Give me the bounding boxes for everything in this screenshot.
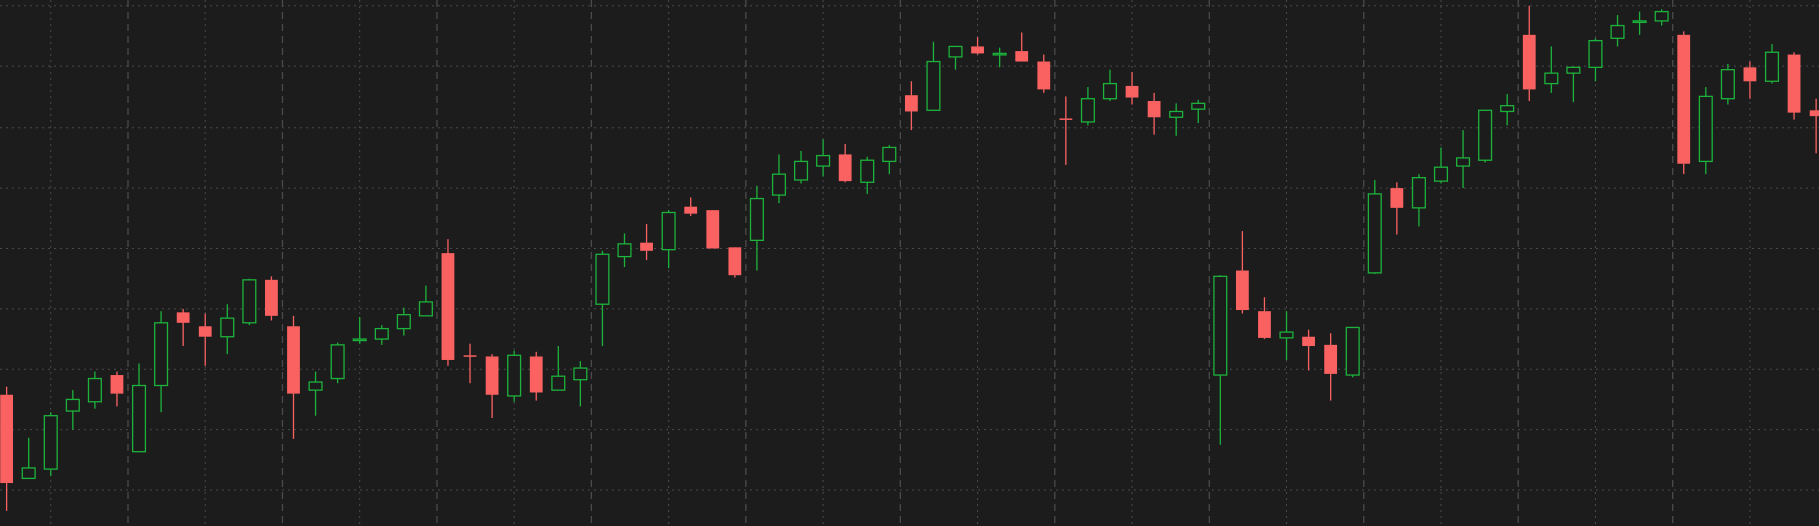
candle-body: [1037, 61, 1051, 90]
candle-body: [1743, 67, 1757, 82]
candle-body: [1345, 326, 1360, 376]
candle-body: [220, 317, 235, 338]
candle-body: [1610, 24, 1625, 39]
candle-body: [1169, 110, 1184, 118]
candle-body: [131, 384, 147, 453]
candle-body: [595, 253, 610, 305]
candle-body: [65, 398, 80, 412]
candle-body: [771, 173, 787, 196]
candle-body: [1456, 157, 1471, 167]
candle-body: [441, 253, 455, 360]
candle-body: [1500, 105, 1515, 113]
candle-body: [1478, 109, 1493, 161]
candle-body: [1544, 72, 1559, 85]
candle-body: [0, 394, 14, 484]
candle-body: [573, 367, 588, 381]
candle-body: [198, 326, 212, 337]
candle-body: [551, 375, 566, 391]
candle-body: [1191, 102, 1206, 110]
candle-body: [1698, 95, 1713, 163]
candle-body: [1302, 336, 1315, 347]
candle-body: [154, 322, 169, 387]
candle-body: [330, 344, 345, 380]
candle-body: [1787, 54, 1801, 113]
candle-body: [1147, 101, 1161, 118]
candle-body: [684, 206, 698, 214]
candle-body: [793, 160, 809, 181]
candle-body: [43, 415, 58, 470]
candle-body: [1720, 69, 1735, 100]
candle-body: [992, 52, 1007, 56]
candle-body: [1059, 118, 1073, 120]
candle-body: [87, 377, 102, 403]
candle-body: [749, 197, 764, 242]
candle-body: [1258, 311, 1271, 338]
candle-body: [352, 338, 367, 342]
candle-body: [529, 356, 543, 393]
candle-body: [640, 242, 653, 251]
candle-body: [706, 210, 720, 249]
candle-body: [1125, 85, 1139, 98]
candle-body: [860, 159, 875, 183]
candle-body: [1677, 34, 1691, 164]
candle-body: [1367, 193, 1382, 274]
candle-body: [661, 211, 676, 251]
candle-body: [1522, 34, 1536, 90]
candle-body: [1654, 10, 1669, 22]
candle-body: [617, 243, 632, 258]
candle-body: [485, 356, 499, 395]
candle-body: [176, 312, 190, 323]
candle-body: [948, 45, 963, 58]
candle-body: [1279, 331, 1294, 339]
candle-body: [1102, 82, 1118, 100]
candle-body: [396, 314, 411, 330]
candle-body: [1235, 270, 1249, 311]
candle-body: [1632, 20, 1647, 24]
candle-body: [1809, 110, 1819, 117]
candle-body: [926, 60, 941, 111]
candle-body: [838, 154, 852, 182]
candle-body: [242, 279, 257, 324]
candle-body: [1080, 98, 1095, 123]
candle-body: [463, 355, 477, 357]
candle-body: [1390, 188, 1404, 208]
candle-body: [1764, 51, 1780, 82]
candle-body: [265, 279, 278, 316]
candle-body: [1324, 344, 1338, 374]
candle-body: [904, 95, 918, 112]
candle-body: [816, 154, 831, 167]
candle-body: [287, 326, 300, 394]
candle-body: [1433, 166, 1449, 182]
candle-body: [507, 354, 522, 397]
candle-body: [21, 467, 36, 480]
candle-body: [971, 46, 984, 54]
candle-body: [882, 146, 897, 163]
candle-body: [110, 375, 124, 394]
candle-body: [1015, 51, 1029, 62]
candle-body: [374, 327, 389, 340]
candle-body: [418, 301, 433, 317]
candle-body: [1566, 66, 1581, 74]
candle-body: [1411, 177, 1426, 209]
candle-body: [308, 381, 323, 391]
candle-body: [728, 247, 742, 276]
candle-body: [1213, 275, 1228, 376]
candle-body: [1588, 39, 1603, 68]
